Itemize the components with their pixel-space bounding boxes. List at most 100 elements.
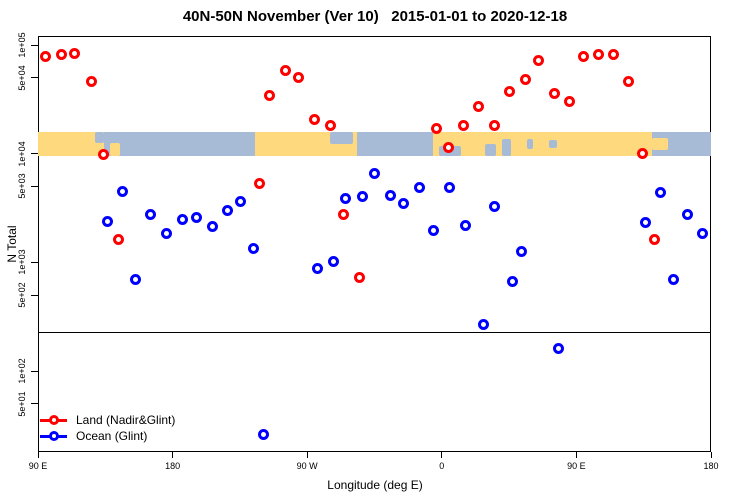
data-point-ocean bbox=[667, 273, 679, 285]
data-point-land bbox=[532, 55, 544, 67]
data-point-ocean bbox=[221, 205, 233, 217]
data-point-land bbox=[622, 76, 634, 88]
data-point-ocean bbox=[248, 242, 260, 254]
legend-item-ocean: Ocean (Glint) bbox=[40, 428, 175, 444]
y-tick bbox=[31, 403, 38, 405]
x-tick-label: 90 E bbox=[567, 461, 586, 471]
legend-item-land: Land (Nadir&Glint) bbox=[40, 412, 175, 428]
legend: Land (Nadir&Glint) Ocean (Glint) bbox=[40, 412, 175, 444]
data-point-land bbox=[430, 122, 442, 134]
data-point-land bbox=[86, 76, 98, 88]
x-tick-label: 180 bbox=[703, 461, 719, 471]
data-point-land bbox=[253, 178, 265, 190]
x-tick bbox=[710, 452, 712, 458]
y-tick-label: 5e+01 bbox=[17, 391, 27, 417]
data-point-ocean bbox=[397, 198, 409, 210]
map-strip-ocean bbox=[357, 131, 433, 157]
data-point-land bbox=[337, 209, 349, 221]
data-point-land bbox=[442, 141, 454, 153]
data-point-ocean bbox=[696, 227, 708, 239]
x-tick bbox=[441, 452, 443, 458]
data-point-ocean bbox=[356, 190, 368, 202]
data-point-ocean bbox=[368, 167, 380, 179]
data-point-land bbox=[69, 48, 81, 60]
data-point-land bbox=[648, 234, 660, 246]
data-point-ocean bbox=[311, 263, 323, 275]
data-point-ocean bbox=[160, 227, 172, 239]
data-point-ocean bbox=[117, 186, 129, 198]
plot-area bbox=[38, 36, 711, 452]
y-tick-label: 5e+04 bbox=[17, 65, 27, 91]
data-point-ocean bbox=[413, 182, 425, 194]
map-strip-land bbox=[432, 131, 653, 157]
y-tick bbox=[31, 185, 38, 187]
data-point-ocean bbox=[191, 211, 203, 223]
data-point-land bbox=[548, 87, 560, 99]
map-detail-sea-of-okhotsk bbox=[94, 131, 104, 143]
data-point-ocean bbox=[459, 219, 471, 231]
map-strip-land bbox=[38, 131, 104, 157]
data-point-land bbox=[353, 272, 365, 284]
data-point-ocean bbox=[234, 196, 246, 208]
data-point-ocean bbox=[639, 216, 651, 228]
x-tick-label: 90 E bbox=[28, 461, 48, 471]
data-point-ocean bbox=[477, 318, 489, 330]
data-point-ocean bbox=[384, 190, 396, 202]
map-strip-ocean bbox=[103, 131, 255, 157]
data-point-ocean bbox=[206, 220, 218, 232]
threshold-line bbox=[38, 331, 711, 333]
legend-label-ocean: Ocean (Glint) bbox=[76, 429, 148, 443]
data-point-ocean bbox=[339, 192, 351, 204]
map-detail-black-sea bbox=[485, 143, 497, 157]
data-point-ocean bbox=[427, 225, 439, 237]
x-tick-label: 0 bbox=[439, 461, 445, 471]
y-tick bbox=[31, 77, 38, 79]
data-point-ocean bbox=[488, 200, 500, 212]
data-point-ocean bbox=[176, 213, 188, 225]
y-tick bbox=[31, 261, 38, 263]
y-tick bbox=[31, 44, 38, 46]
map-detail-lake-balkhash bbox=[549, 139, 558, 149]
x-tick-label: 180 bbox=[165, 461, 181, 471]
data-point-land bbox=[519, 74, 531, 86]
data-point-ocean bbox=[327, 255, 339, 267]
data-point-land bbox=[112, 234, 124, 246]
data-point-land bbox=[592, 48, 604, 60]
x-tick bbox=[172, 452, 174, 458]
map-detail-japan bbox=[109, 142, 120, 157]
x-tick bbox=[306, 452, 308, 458]
data-point-land bbox=[292, 72, 304, 84]
data-point-land bbox=[457, 120, 469, 132]
y-tick bbox=[31, 153, 38, 155]
data-point-land bbox=[55, 49, 67, 61]
map-detail-caspian-sea bbox=[502, 138, 512, 157]
data-point-ocean bbox=[257, 429, 269, 441]
ocean-series-marker-icon bbox=[40, 430, 67, 442]
data-point-land bbox=[488, 120, 500, 132]
data-point-land bbox=[503, 86, 515, 98]
data-point-land bbox=[324, 120, 336, 132]
data-point-ocean bbox=[654, 187, 666, 199]
x-tick-label: 90 W bbox=[296, 461, 318, 471]
data-point-land bbox=[309, 114, 321, 126]
chart-title: 40N-50N November (Ver 10) 2015-01-01 to … bbox=[182, 8, 568, 25]
data-point-land bbox=[577, 50, 589, 62]
y-axis-title: N Total bbox=[5, 225, 19, 263]
data-point-land bbox=[97, 149, 109, 161]
data-point-ocean bbox=[129, 273, 141, 285]
land-series-marker-icon bbox=[40, 414, 67, 426]
data-point-land bbox=[40, 50, 52, 62]
y-tick bbox=[31, 370, 38, 372]
data-point-ocean bbox=[443, 182, 455, 194]
data-point-ocean bbox=[681, 209, 693, 221]
data-point-ocean bbox=[552, 343, 564, 355]
legend-label-land: Land (Nadir&Glint) bbox=[76, 413, 176, 427]
data-point-ocean bbox=[102, 215, 114, 227]
data-point-ocean bbox=[144, 209, 156, 221]
x-axis-title: Longitude (deg E) bbox=[327, 478, 423, 492]
data-point-land bbox=[264, 89, 276, 101]
data-point-land bbox=[563, 96, 575, 108]
y-tick bbox=[31, 294, 38, 296]
